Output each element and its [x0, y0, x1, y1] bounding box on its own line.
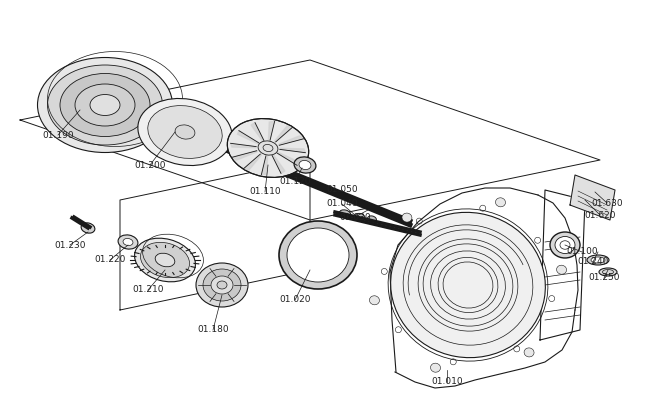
Text: 01.180: 01.180 — [197, 326, 229, 334]
Polygon shape — [280, 148, 305, 153]
Ellipse shape — [430, 363, 441, 372]
Polygon shape — [570, 175, 615, 220]
Polygon shape — [279, 136, 304, 145]
Ellipse shape — [155, 253, 175, 267]
Ellipse shape — [227, 118, 309, 178]
Ellipse shape — [587, 255, 609, 265]
Ellipse shape — [599, 268, 617, 276]
Text: 01.020: 01.020 — [279, 296, 311, 304]
Polygon shape — [251, 123, 264, 141]
Text: 01.200: 01.200 — [134, 160, 166, 170]
Ellipse shape — [123, 238, 133, 246]
Text: 01.620: 01.620 — [584, 210, 616, 220]
Ellipse shape — [391, 212, 546, 358]
Ellipse shape — [138, 98, 232, 166]
Ellipse shape — [196, 263, 248, 307]
Ellipse shape — [81, 223, 95, 233]
Ellipse shape — [258, 141, 278, 155]
Ellipse shape — [135, 238, 195, 282]
Text: 01.110: 01.110 — [249, 188, 281, 196]
Ellipse shape — [175, 125, 195, 139]
Polygon shape — [232, 151, 257, 160]
Polygon shape — [277, 152, 299, 165]
Ellipse shape — [211, 276, 233, 294]
Text: 01.050: 01.050 — [326, 186, 358, 194]
Ellipse shape — [75, 84, 135, 126]
Ellipse shape — [550, 232, 580, 258]
Ellipse shape — [355, 213, 365, 221]
Text: 01.120: 01.120 — [279, 178, 311, 186]
Polygon shape — [243, 154, 262, 170]
Ellipse shape — [60, 74, 150, 136]
Polygon shape — [230, 143, 256, 148]
Text: 01.630: 01.630 — [591, 198, 623, 208]
Polygon shape — [268, 122, 275, 140]
Polygon shape — [272, 155, 285, 173]
Ellipse shape — [203, 269, 241, 301]
Ellipse shape — [48, 65, 163, 145]
Ellipse shape — [217, 281, 227, 289]
Polygon shape — [262, 156, 268, 174]
Text: 01.030: 01.030 — [339, 212, 371, 222]
Ellipse shape — [555, 236, 575, 254]
Ellipse shape — [90, 94, 120, 116]
Ellipse shape — [368, 216, 376, 222]
Ellipse shape — [118, 235, 138, 249]
Ellipse shape — [495, 198, 505, 207]
Polygon shape — [274, 126, 292, 142]
Text: 01.250: 01.250 — [589, 274, 620, 282]
Ellipse shape — [402, 213, 412, 222]
Text: 01.190: 01.190 — [42, 130, 74, 140]
Ellipse shape — [279, 221, 357, 289]
Ellipse shape — [591, 257, 605, 263]
Ellipse shape — [339, 210, 351, 218]
Ellipse shape — [148, 106, 222, 158]
Text: 01.210: 01.210 — [132, 286, 164, 294]
Text: 01.040: 01.040 — [326, 200, 358, 208]
Text: 01.220: 01.220 — [94, 256, 126, 264]
Text: 01.010: 01.010 — [431, 378, 463, 386]
Ellipse shape — [524, 348, 534, 357]
Text: 01.100: 01.100 — [566, 248, 598, 256]
Ellipse shape — [38, 58, 173, 152]
Polygon shape — [238, 131, 259, 144]
Ellipse shape — [299, 160, 311, 170]
Ellipse shape — [287, 228, 349, 282]
Text: 01.240: 01.240 — [577, 258, 609, 266]
Text: 01.230: 01.230 — [54, 240, 86, 250]
Ellipse shape — [294, 157, 316, 173]
Ellipse shape — [557, 265, 566, 274]
Ellipse shape — [370, 296, 380, 305]
Ellipse shape — [141, 242, 189, 278]
